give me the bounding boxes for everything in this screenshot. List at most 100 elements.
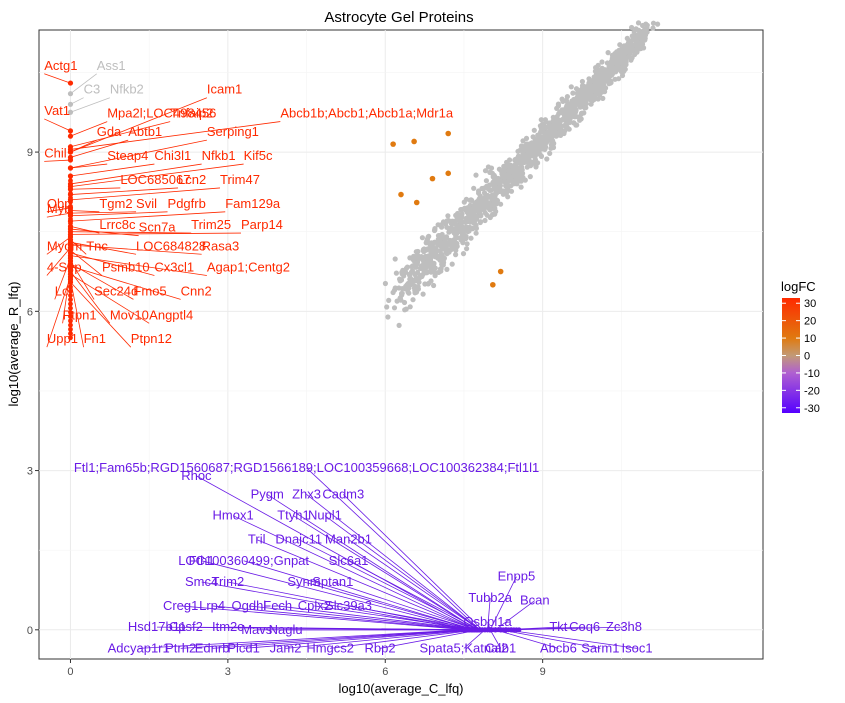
- data-point: [492, 211, 498, 217]
- data-point: [527, 144, 534, 150]
- data-point: [68, 335, 73, 341]
- data-point: [68, 178, 73, 184]
- gene-label: Sarm1: [581, 640, 619, 655]
- data-point: [68, 195, 73, 201]
- y-axis-title: log10(average_R_lfq): [6, 281, 21, 406]
- data-point: [464, 241, 470, 247]
- data-point: [477, 219, 484, 225]
- gene-label: Nfkb1: [202, 148, 236, 163]
- gene-label: Lrrc8c: [99, 217, 136, 232]
- data-point: [68, 293, 73, 298]
- data-point: [386, 297, 392, 303]
- legend-tick-label: -10: [804, 368, 820, 380]
- gene-label: LOC100360499;Gnpat: [178, 553, 309, 568]
- data-point: [68, 242, 73, 247]
- leader-line: [227, 626, 470, 631]
- leader-line: [70, 121, 171, 148]
- gene-label: Pdgfrb: [168, 196, 206, 211]
- gene-label: Cab1: [485, 640, 516, 655]
- data-point: [463, 236, 469, 242]
- data-point: [497, 268, 504, 275]
- data-point: [67, 101, 74, 107]
- data-point: [68, 331, 73, 337]
- data-point: [461, 199, 467, 205]
- gene-label: Cpsf2: [169, 619, 203, 634]
- leader-line: [306, 467, 480, 631]
- gene-label: Ttyh1: [277, 508, 310, 523]
- gene-label: Ogdhl: [232, 598, 267, 613]
- leader-line: [243, 560, 475, 631]
- data-point: [68, 220, 73, 226]
- plot-panel: [38, 29, 764, 660]
- data-point: [468, 216, 474, 222]
- leader-line: [489, 629, 502, 649]
- data-point: [570, 90, 576, 96]
- data-point: [397, 295, 403, 301]
- gene-label: Agap1;Centg2: [207, 260, 290, 275]
- data-point: [439, 251, 445, 258]
- gene-label: Trim2: [211, 574, 244, 589]
- data-point: [505, 194, 511, 200]
- data-point: [535, 160, 541, 166]
- data-point: [468, 235, 474, 241]
- gene-label: Actg1: [44, 58, 77, 73]
- leader-line: [298, 539, 478, 631]
- gene-label: Myom: [47, 238, 82, 253]
- leader-line: [70, 139, 207, 169]
- data-point: [451, 241, 457, 247]
- leader-line: [70, 211, 137, 214]
- data-point: [449, 261, 455, 267]
- gene-label: Fmo5: [133, 283, 166, 298]
- data-point: [413, 199, 420, 206]
- gene-label: Plcd1: [227, 640, 260, 655]
- legend-tick-label: 20: [804, 316, 816, 328]
- legend-tick-label: 0: [804, 351, 810, 363]
- data-point: [390, 141, 396, 147]
- data-point: [68, 259, 73, 264]
- data-point: [588, 78, 594, 84]
- gene-label: Man2b1: [325, 532, 372, 547]
- gene-label: Tgm2: [99, 196, 132, 211]
- data-point: [499, 171, 505, 177]
- x-tick-label: 6: [382, 666, 388, 678]
- data-point: [452, 236, 458, 242]
- data-point: [445, 213, 451, 219]
- x-tick-label: 0: [67, 666, 73, 678]
- data-point: [431, 260, 437, 266]
- data-point: [408, 269, 415, 275]
- gene-label: Lrp4: [199, 598, 225, 613]
- leader-line: [306, 494, 480, 631]
- gene-label: Steap4: [107, 148, 148, 163]
- data-point: [407, 304, 413, 310]
- leader-line: [70, 187, 221, 201]
- data-point: [527, 174, 533, 180]
- data-point: [445, 130, 452, 137]
- data-point: [435, 241, 441, 247]
- data-point: [599, 65, 605, 71]
- gene-label: Zhx3: [292, 486, 321, 501]
- data-point: [496, 184, 502, 191]
- data-point: [391, 305, 398, 311]
- data-point: [594, 90, 600, 96]
- data-point: [409, 264, 415, 270]
- data-point: [546, 123, 552, 129]
- gene-label: Ass1: [97, 58, 126, 73]
- gene-label: Smc4: [185, 574, 218, 589]
- data-point: [487, 207, 493, 213]
- data-point: [67, 157, 74, 163]
- gene-label: Ptpn1: [63, 307, 97, 322]
- gene-label: Lcn2: [178, 172, 206, 187]
- legend-tick-label: -30: [804, 403, 820, 415]
- data-point: [460, 251, 467, 257]
- data-point: [579, 110, 585, 116]
- data-point: [531, 127, 537, 133]
- data-point: [635, 20, 642, 26]
- data-point: [68, 212, 73, 218]
- leader-line: [70, 211, 226, 222]
- y-tick-label: 9: [27, 147, 33, 159]
- leader-line: [138, 629, 464, 649]
- data-point: [519, 167, 525, 173]
- data-point: [471, 185, 477, 191]
- data-point: [481, 207, 487, 213]
- gene-label: LOC685067: [120, 172, 190, 187]
